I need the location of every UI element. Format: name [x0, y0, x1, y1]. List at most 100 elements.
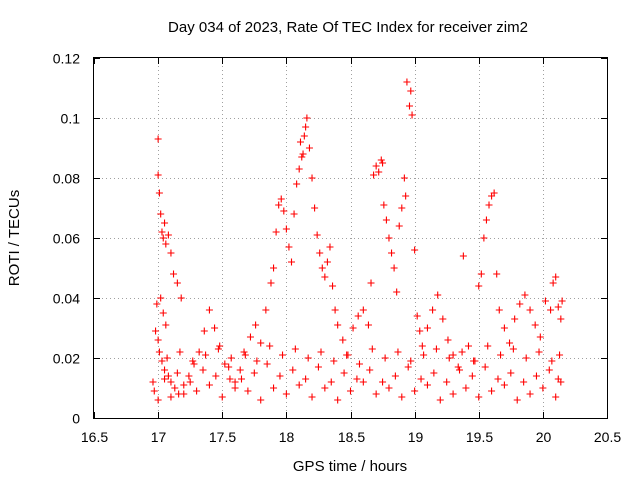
data-point	[314, 363, 322, 371]
data-point	[484, 342, 492, 350]
data-point	[445, 354, 453, 362]
data-point	[296, 138, 304, 146]
data-point	[276, 372, 284, 380]
data-point	[155, 348, 163, 356]
data-point	[155, 189, 163, 197]
data-point	[488, 387, 496, 395]
data-point	[317, 348, 325, 356]
data-point	[340, 369, 348, 377]
data-point	[158, 228, 166, 236]
data-point	[240, 348, 248, 356]
data-point	[176, 348, 184, 356]
data-point	[539, 384, 547, 392]
data-point	[494, 375, 502, 383]
data-point	[277, 195, 285, 203]
data-point	[334, 396, 342, 404]
data-point	[490, 189, 498, 197]
data-point	[454, 363, 462, 371]
data-point	[549, 279, 557, 287]
data-point	[173, 279, 181, 287]
data-point	[152, 327, 160, 335]
data-point	[302, 375, 310, 383]
data-point	[355, 360, 363, 368]
data-point	[167, 249, 175, 257]
data-point	[495, 306, 503, 314]
grid	[94, 58, 607, 418]
data-point	[241, 351, 249, 359]
data-point	[164, 372, 172, 380]
data-point	[225, 363, 233, 371]
data-point	[263, 360, 271, 368]
data-point	[298, 153, 306, 161]
data-point	[379, 159, 387, 167]
data-point	[407, 357, 415, 365]
data-point	[372, 162, 380, 170]
data-point	[159, 234, 167, 242]
chart-title: Day 034 of 2023, Rate Of TEC Index for r…	[168, 19, 528, 36]
data-point	[308, 174, 316, 182]
data-point	[257, 396, 265, 404]
data-point	[231, 378, 239, 386]
data-point	[161, 366, 169, 374]
data-point	[481, 363, 489, 371]
data-point	[231, 384, 239, 392]
data-point	[423, 381, 431, 389]
data-point	[531, 321, 539, 329]
data-point	[394, 348, 402, 356]
data-point	[291, 345, 299, 353]
data-point	[195, 348, 203, 356]
data-point	[458, 348, 466, 356]
data-point	[411, 387, 419, 395]
data-point	[186, 378, 194, 386]
data-point	[500, 324, 508, 332]
data-point	[493, 270, 501, 278]
axis-ticks	[94, 58, 608, 419]
data-point	[280, 207, 288, 215]
data-point	[456, 366, 464, 374]
data-point	[388, 249, 396, 257]
data-point	[304, 354, 312, 362]
data-point	[556, 351, 564, 359]
data-point	[170, 270, 178, 278]
data-point	[485, 201, 493, 209]
x-tick-label: 18.5	[338, 429, 365, 445]
x-tick-label: 16.5	[81, 429, 108, 445]
data-point	[403, 78, 411, 86]
y-tick-label: 0.02	[53, 351, 80, 367]
data-point	[171, 384, 179, 392]
data-point	[471, 357, 479, 365]
data-point	[521, 291, 529, 299]
data-point	[370, 171, 378, 179]
data-point	[216, 342, 224, 350]
data-point	[193, 387, 201, 395]
data-point	[167, 393, 175, 401]
data-point	[359, 306, 367, 314]
data-point	[404, 363, 412, 371]
data-point	[205, 381, 213, 389]
data-point	[212, 372, 220, 380]
data-point	[330, 357, 338, 365]
data-point	[159, 309, 167, 317]
data-point	[380, 201, 388, 209]
data-point	[202, 351, 210, 359]
data-point	[432, 345, 440, 353]
data-point	[288, 258, 296, 266]
data-point	[295, 381, 303, 389]
data-point	[279, 351, 287, 359]
data-point	[189, 357, 197, 365]
data-point	[385, 234, 393, 242]
data-point	[367, 279, 375, 287]
data-point	[482, 216, 490, 224]
data-point	[552, 393, 560, 401]
data-point	[311, 204, 319, 212]
data-point	[526, 390, 534, 398]
data-point	[526, 306, 534, 314]
data-point	[372, 390, 380, 398]
data-point	[163, 354, 171, 362]
data-point	[321, 384, 329, 392]
data-point	[157, 294, 165, 302]
data-point	[390, 264, 398, 272]
data-point	[321, 273, 329, 281]
data-point	[500, 381, 508, 389]
data-point	[420, 351, 428, 359]
